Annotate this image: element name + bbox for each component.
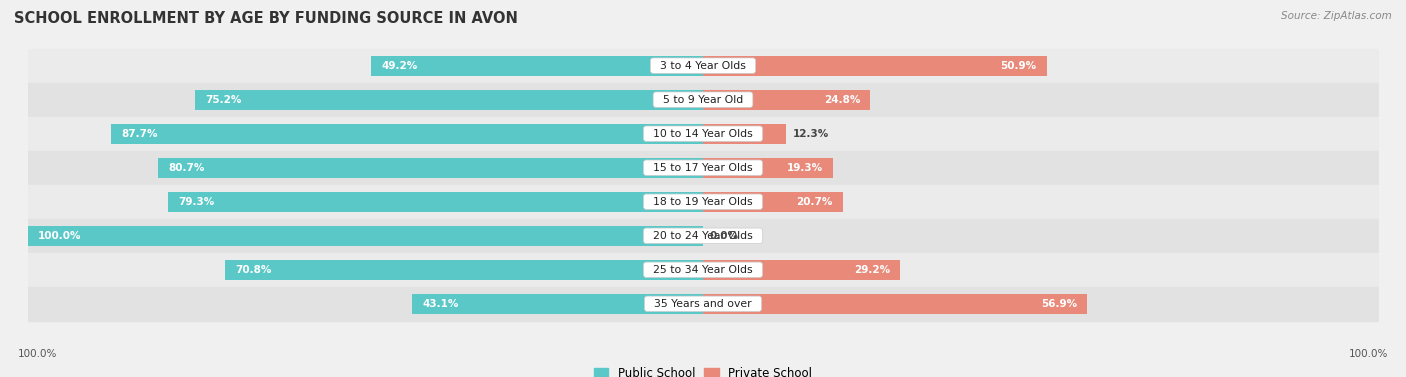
Text: 19.3%: 19.3% [787, 163, 823, 173]
Text: Source: ZipAtlas.com: Source: ZipAtlas.com [1281, 11, 1392, 21]
Text: 10 to 14 Year Olds: 10 to 14 Year Olds [647, 129, 759, 139]
Bar [703, 294, 1087, 314]
Text: 25 to 34 Year Olds: 25 to 34 Year Olds [647, 265, 759, 275]
Text: 56.9%: 56.9% [1040, 299, 1077, 309]
Text: 100.0%: 100.0% [38, 231, 82, 241]
Text: 43.1%: 43.1% [422, 299, 458, 309]
Bar [703, 56, 1046, 75]
Bar [412, 294, 703, 314]
Bar [703, 192, 842, 211]
Text: 29.2%: 29.2% [853, 265, 890, 275]
Bar [167, 192, 703, 211]
Bar [195, 90, 703, 110]
Text: 100.0%: 100.0% [18, 349, 58, 359]
Text: 80.7%: 80.7% [169, 163, 205, 173]
Bar [159, 158, 703, 178]
Text: 20 to 24 Year Olds: 20 to 24 Year Olds [647, 231, 759, 241]
Text: 24.8%: 24.8% [824, 95, 860, 105]
Text: 100.0%: 100.0% [1348, 349, 1388, 359]
Text: 15 to 17 Year Olds: 15 to 17 Year Olds [647, 163, 759, 173]
Text: 70.8%: 70.8% [235, 265, 271, 275]
Bar [28, 226, 703, 246]
Text: 12.3%: 12.3% [793, 129, 830, 139]
Text: 35 Years and over: 35 Years and over [647, 299, 759, 309]
Text: 50.9%: 50.9% [1000, 61, 1036, 70]
Text: 87.7%: 87.7% [121, 129, 157, 139]
Text: 5 to 9 Year Old: 5 to 9 Year Old [655, 95, 751, 105]
Text: 75.2%: 75.2% [205, 95, 242, 105]
Text: 0.0%: 0.0% [710, 231, 738, 241]
Text: 18 to 19 Year Olds: 18 to 19 Year Olds [647, 197, 759, 207]
Bar [111, 124, 703, 144]
Bar [703, 158, 834, 178]
Bar [225, 260, 703, 280]
Bar [703, 90, 870, 110]
Text: 3 to 4 Year Olds: 3 to 4 Year Olds [652, 61, 754, 70]
Text: SCHOOL ENROLLMENT BY AGE BY FUNDING SOURCE IN AVON: SCHOOL ENROLLMENT BY AGE BY FUNDING SOUR… [14, 11, 517, 26]
Bar [371, 56, 703, 75]
Text: 20.7%: 20.7% [796, 197, 832, 207]
Text: 79.3%: 79.3% [179, 197, 214, 207]
Bar [703, 124, 786, 144]
Bar [703, 260, 900, 280]
Text: 49.2%: 49.2% [381, 61, 418, 70]
Legend: Public School, Private School: Public School, Private School [593, 367, 813, 377]
